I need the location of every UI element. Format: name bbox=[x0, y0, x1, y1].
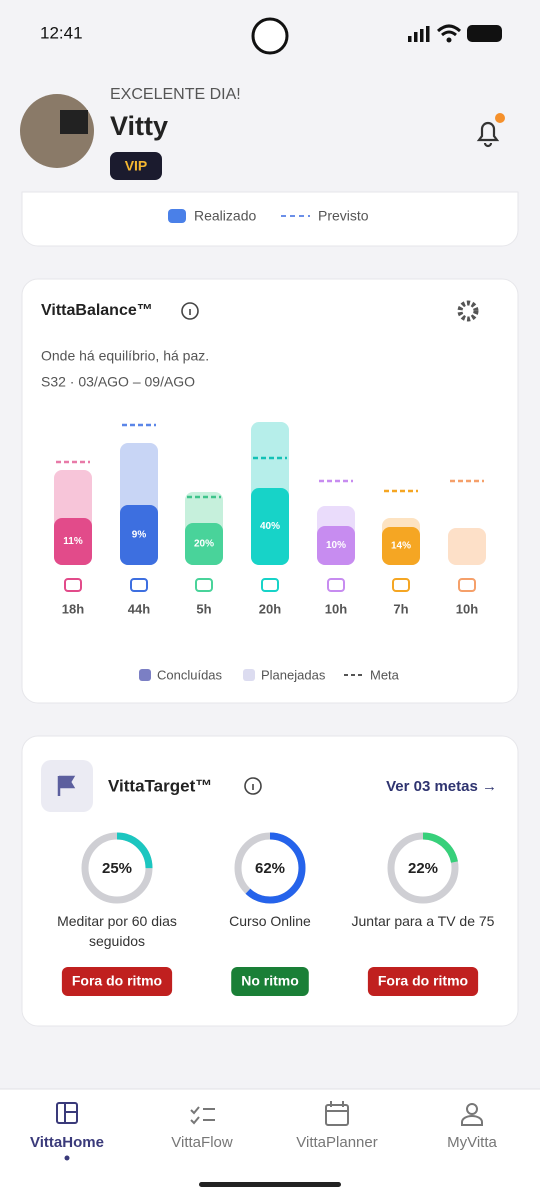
completed-bar bbox=[185, 523, 223, 565]
category-icon bbox=[64, 578, 82, 592]
legend-label: Realizado bbox=[194, 208, 256, 224]
ring-label: 62% bbox=[255, 860, 285, 877]
status-text: No ritmo bbox=[241, 973, 299, 989]
nav-icons bbox=[56, 1101, 483, 1126]
hours-label: 5h bbox=[196, 601, 211, 616]
hours-label: 20h bbox=[259, 601, 281, 616]
nav-label[interactable]: VittaFlow bbox=[171, 1134, 233, 1151]
period: S32 · 03/AGO – 09/AGO bbox=[41, 374, 195, 390]
bottom-nav bbox=[0, 1089, 540, 1200]
goal-name: Curso Online bbox=[229, 913, 311, 929]
summary-card bbox=[21, 191, 519, 247]
completed-bar bbox=[317, 526, 355, 565]
clock: 12:41 bbox=[40, 23, 83, 42]
flow-icon bbox=[190, 1106, 215, 1125]
legend-label: Meta bbox=[370, 667, 400, 682]
legend-label: Previsto bbox=[318, 208, 369, 224]
target-card bbox=[21, 735, 519, 1027]
ring-progress bbox=[234, 832, 306, 904]
wifi-icon bbox=[436, 24, 462, 37]
legend-swatch bbox=[243, 669, 255, 681]
chart-legend: Concluídas Planejadas Meta bbox=[139, 667, 400, 682]
status-pill bbox=[231, 967, 309, 996]
planned-bar bbox=[448, 528, 486, 565]
hours-label: 10h bbox=[325, 601, 347, 616]
nav-items: VittaHome VittaFlow VittaPlanner MyVitta bbox=[30, 1134, 498, 1161]
legend-swatch bbox=[139, 669, 151, 681]
status-pill bbox=[367, 967, 479, 996]
flag-icon bbox=[57, 775, 76, 796]
wifi-dot bbox=[446, 37, 452, 43]
nav-label[interactable]: MyVitta bbox=[447, 1134, 497, 1151]
ring-label: 25% bbox=[102, 860, 132, 877]
signal-icon bbox=[408, 26, 430, 42]
home-indicator bbox=[199, 1182, 341, 1187]
balance-chart: 11% 18h 9% 44h 20% 5h 40% 20h 10% 10h 14% 7h 10h bbox=[54, 422, 486, 616]
nav-label[interactable]: VittaHome bbox=[30, 1134, 104, 1151]
info-icon[interactable] bbox=[244, 777, 262, 795]
settings-icon[interactable] bbox=[457, 300, 479, 322]
goals: 25% Fora do ritmo 62% No ritmo 22% Fora do ri… bbox=[61, 832, 479, 996]
hours-label: 18h bbox=[62, 601, 84, 616]
home-icon bbox=[56, 1102, 78, 1124]
card-subtitle: Onde há equilíbrio, há paz. bbox=[41, 348, 209, 364]
category-icon bbox=[327, 578, 345, 592]
status-text: Fora do ritmo bbox=[378, 973, 468, 989]
vip-badge bbox=[110, 152, 162, 180]
ring-label: 22% bbox=[408, 860, 438, 877]
info-icon[interactable] bbox=[181, 302, 199, 320]
nav-label[interactable]: VittaPlanner bbox=[296, 1134, 377, 1151]
completed-bar bbox=[120, 505, 158, 565]
planner-icon bbox=[325, 1101, 349, 1126]
hours-label: 7h bbox=[393, 601, 408, 616]
completed-bar bbox=[382, 527, 420, 565]
camera-notch bbox=[251, 17, 289, 55]
category-icon bbox=[261, 578, 279, 592]
completed-bar bbox=[54, 518, 92, 565]
status-pill bbox=[61, 967, 173, 996]
category-icon bbox=[130, 578, 148, 592]
notification-dot bbox=[495, 113, 505, 123]
bar-label: 9% bbox=[132, 530, 147, 541]
bar-label: 40% bbox=[260, 521, 280, 532]
category-icon bbox=[195, 578, 213, 592]
battery-icon bbox=[467, 25, 502, 42]
legend-label: Planejadas bbox=[261, 667, 326, 682]
completed-bar bbox=[251, 488, 289, 565]
legend-swatch bbox=[168, 209, 186, 223]
see-goals-link[interactable]: Ver 03 metas → bbox=[386, 778, 497, 795]
goal-name: Meditar por 60 dias seguidos bbox=[57, 913, 177, 949]
goal-name: Juntar para a TV de 75 bbox=[351, 913, 495, 929]
category-icon bbox=[458, 578, 476, 592]
vip-text: VIP bbox=[125, 158, 148, 174]
user-name: Vitty bbox=[110, 111, 168, 141]
card-title: VittaBalance™ bbox=[41, 302, 153, 319]
active-dot bbox=[64, 1155, 70, 1161]
bar-label: 14% bbox=[391, 541, 411, 552]
ring-progress bbox=[81, 832, 153, 904]
profile-icon bbox=[461, 1103, 483, 1126]
bar-label: 11% bbox=[63, 536, 83, 547]
status-text: Fora do ritmo bbox=[72, 973, 162, 989]
legend-label: Concluídas bbox=[157, 667, 223, 682]
avatar-detail bbox=[60, 110, 88, 134]
category-icon bbox=[392, 578, 410, 592]
bar-label: 10% bbox=[326, 540, 346, 551]
ring-progress bbox=[387, 832, 459, 904]
hours-label: 44h bbox=[128, 601, 150, 616]
card-title: VittaTarget™ bbox=[108, 776, 212, 795]
bar-label: 20% bbox=[194, 539, 214, 550]
notification-bell[interactable] bbox=[476, 121, 500, 148]
greeting: EXCELENTE DIA! bbox=[110, 86, 241, 103]
hours-label: 10h bbox=[456, 601, 478, 616]
